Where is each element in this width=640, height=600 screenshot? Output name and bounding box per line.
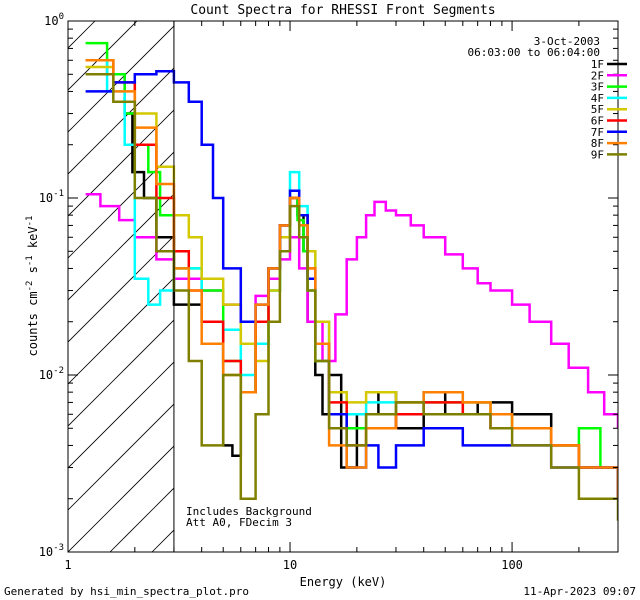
hatch-line [68, 319, 174, 427]
series-lines [85, 41, 618, 521]
hatch-line [68, 235, 174, 343]
hatch-line [530, 21, 640, 552]
legend-label-7f: 7F [591, 126, 604, 139]
legend-label-4f: 4F [591, 92, 604, 105]
hatch-line [194, 21, 640, 552]
y-tick-label: 10-2 [39, 366, 64, 382]
legend-label-1f: 1F [591, 58, 604, 71]
hatch-line [68, 151, 174, 259]
legend-label-2f: 2F [591, 69, 604, 82]
series-line-2f [85, 192, 618, 429]
hatch-line [404, 21, 640, 552]
legend-label-6f: 6F [591, 115, 604, 128]
x-axis: 1 10 100 [64, 21, 619, 572]
series-line-1f [85, 59, 618, 499]
hatch-line [68, 361, 174, 469]
series-line-4f [85, 59, 618, 499]
series-line-8f [85, 59, 618, 499]
x-tick-label: 100 [501, 558, 523, 572]
legend-label-8f: 8F [591, 137, 604, 150]
x-tick-label: 10 [283, 558, 297, 572]
legend-label-9f: 9F [591, 148, 604, 161]
hatch-line [68, 67, 174, 175]
y-tick-label: 100 [44, 12, 64, 28]
annotation-attenuator: Att A0, FDecim 3 [186, 516, 292, 529]
hatch-line [151, 529, 174, 552]
legend-label-5f: 5F [591, 103, 604, 116]
x-tick-label: 1 [64, 558, 71, 572]
legend-time-range: 06:03:00 to 06:04:00 [468, 46, 600, 59]
shaded-region [68, 21, 640, 552]
hatch-line [68, 25, 174, 133]
series-line-6f [85, 59, 618, 499]
hatch-line [68, 193, 174, 301]
footer-timestamp: 11-Apr-2023 09:07 [523, 585, 636, 598]
legend: 3-Oct-2003 06:03:00 to 06:04:00 1F2F3F4F… [468, 35, 627, 161]
y-axis: 100 10-1 10-2 10-3 [39, 12, 618, 559]
series-line-7f [85, 70, 618, 499]
series-line-9f [85, 73, 618, 521]
legend-date: 3-Oct-2003 [534, 35, 600, 48]
footer-generated-by: Generated by hsi_min_spectra_plot.pro [4, 585, 249, 598]
hatch-line [68, 277, 174, 385]
hatch-line [572, 21, 640, 552]
y-tick-label: 10-1 [39, 189, 64, 205]
series-line-3f [85, 41, 618, 499]
chart-title: Count Spectra for RHESSI Front Segments [190, 3, 495, 18]
hatch-line [68, 21, 96, 49]
annotation-background: Includes Background [186, 505, 312, 518]
legend-label-3f: 3F [591, 81, 604, 94]
hatch-line [446, 21, 640, 552]
plot-frame [67, 20, 619, 553]
hatch-line [68, 445, 174, 552]
y-tick-label: 10-3 [39, 543, 64, 559]
hatch-line [68, 403, 174, 511]
series-line-5f [85, 65, 618, 499]
hatch-line [278, 21, 640, 552]
x-axis-label: Energy (keV) [300, 575, 387, 589]
y-axis-label: counts cm-2 s-1 keV-1 [25, 216, 40, 357]
